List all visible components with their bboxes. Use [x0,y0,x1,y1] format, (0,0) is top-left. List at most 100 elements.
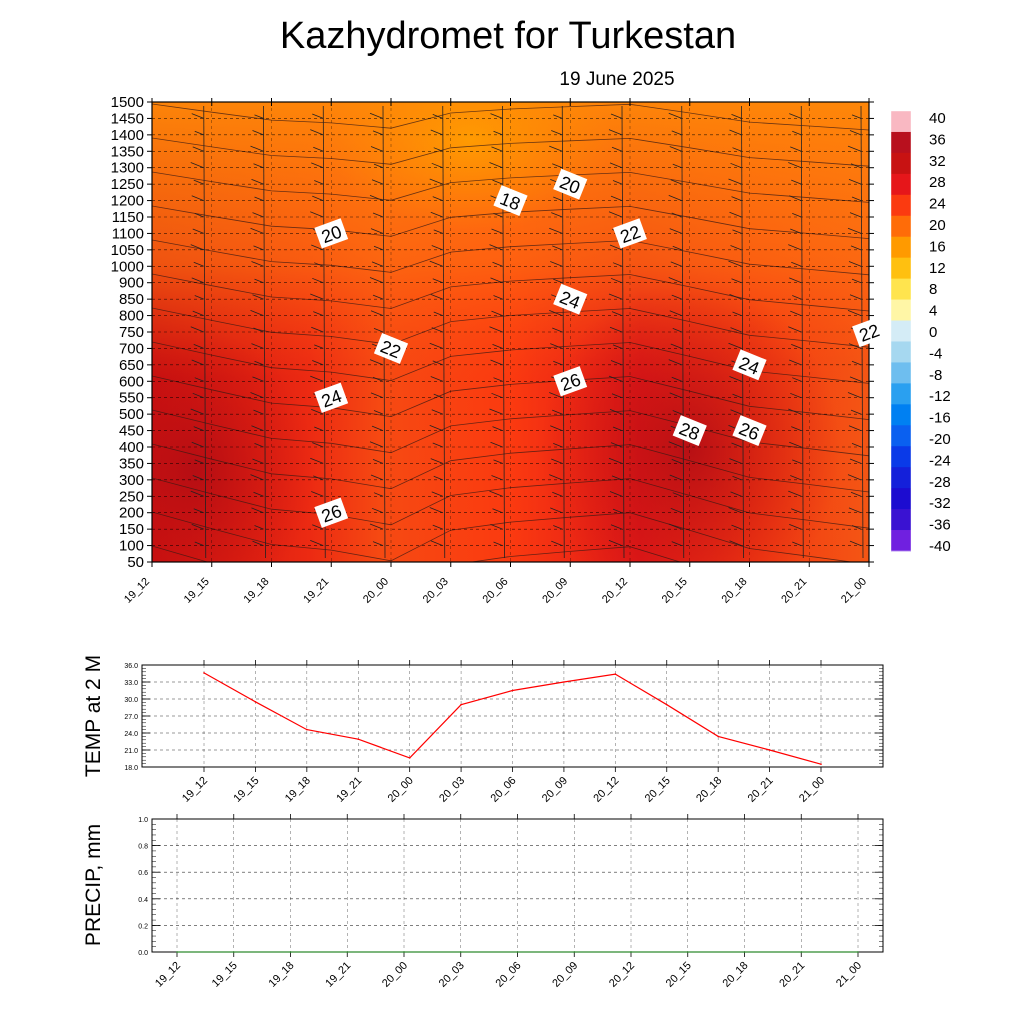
wind-barb [671,212,682,218]
wind-barb [192,228,204,234]
wind-barb [493,213,503,218]
wind-barb [491,228,503,234]
panel-y-tick-label: 21.0 [124,748,138,755]
contour-label-box [373,332,409,364]
wind-barb [553,278,563,284]
heatmap-y-tick-label: 1500 [111,94,144,111]
colorbar-swatch [891,111,911,133]
wind-barb [851,525,862,530]
wind-barb [611,393,623,399]
wind-barb [671,541,682,546]
colorbar-label: 24 [929,196,946,213]
wind-barb [310,129,324,136]
wind-barb [847,474,862,481]
wind-barb [729,540,742,546]
panel-x-tick-label: 20_21 [777,960,807,990]
panel-x-tick-label: 20_15 [664,960,694,990]
wind-barb [847,227,862,234]
contour-label: 26 [553,366,588,397]
wind-barb [253,163,264,169]
colorbar-swatch [891,131,911,154]
wind-barb [668,277,682,284]
wind-barb [433,475,443,481]
wind-barb [312,360,324,366]
wind-barb-staff [382,105,386,559]
contour-label: 20 [553,168,588,200]
wind-barb [789,277,802,284]
panel-y-tick-label: 1.0 [138,817,148,824]
series-point [357,738,360,741]
colorbar-swatch [891,467,911,489]
colorbar-swatch [891,404,911,426]
wind-barb [314,344,324,349]
wind-barb [551,130,563,136]
wind-barb [431,162,443,169]
wind-barb [849,458,862,464]
heatmap-y-tick-label: 550 [119,390,144,407]
panel-x-tick-label: 20_21 [746,775,776,805]
heatmap-y-tick-label: 1150 [112,209,144,226]
wind-barb [608,211,623,218]
wind-barb [371,507,384,514]
colorbar-swatch [891,194,911,217]
wind-barb [489,326,503,333]
wind-barb [848,425,862,431]
colorbar-swatch [891,530,911,552]
wind-barb [251,261,264,267]
wind-barb [491,146,503,152]
panel-x-tick-label: 21_00 [834,960,864,990]
heatmap-x-tick-label: 20_21 [779,576,809,606]
wind-barb-staff [800,105,804,559]
series-point [686,951,689,953]
wind-barb [190,408,204,415]
wind-barb [611,311,623,316]
wind-barb-staff [681,105,685,559]
wind-barb [671,376,682,382]
panel-x-tick-label: 20_03 [437,960,467,990]
wind-barb [669,146,682,152]
wind-barb [373,492,384,497]
heatmap-y-tick-label: 1050 [111,242,144,259]
wind-barb [429,342,443,349]
wind-barb [849,294,862,300]
contour-label: 18 [493,185,528,217]
wind-barb [791,426,802,431]
wind-barb [732,393,742,399]
wind-barb [431,409,443,415]
wind-barb [612,426,623,431]
series-point [820,763,822,765]
wind-barb [610,360,623,366]
panel-frame [141,664,884,768]
wind-barb [610,524,623,530]
panel-x-tick-label: 20_12 [607,960,637,990]
wind-barb [553,114,563,119]
heatmap-y-tick-label: 50 [127,554,144,571]
wind-barb [791,261,802,267]
contour-label: 22 [613,218,647,249]
wind-barb [369,195,384,201]
wind-barb [610,277,623,284]
wind-barb [191,441,204,448]
panel-x-tick-label: 19_12 [180,775,210,805]
contour-label-box [553,366,588,397]
heatmap-y-tick-label: 200 [119,505,144,522]
panel-x-tick-label: 20_03 [437,775,467,805]
wind-barb [370,146,384,152]
wind-barb [850,409,862,415]
wind-barb [728,178,742,185]
wind-barb [250,310,264,316]
wind-barb [612,344,623,349]
colorbar-swatch [891,383,911,405]
wind-barb [668,112,682,119]
wind-barb [730,327,742,333]
wind-barb [790,310,802,316]
wind-barb [251,178,264,185]
wind-barb [730,245,742,251]
wind-barb [609,408,623,415]
wind-barb [791,179,802,185]
wind-barb [553,443,563,448]
heatmap-y-tick-label: 450 [119,423,144,440]
contour-label-box [613,218,647,249]
wind-barb [194,130,204,136]
panel-x-tick-label: 20_09 [540,775,570,805]
